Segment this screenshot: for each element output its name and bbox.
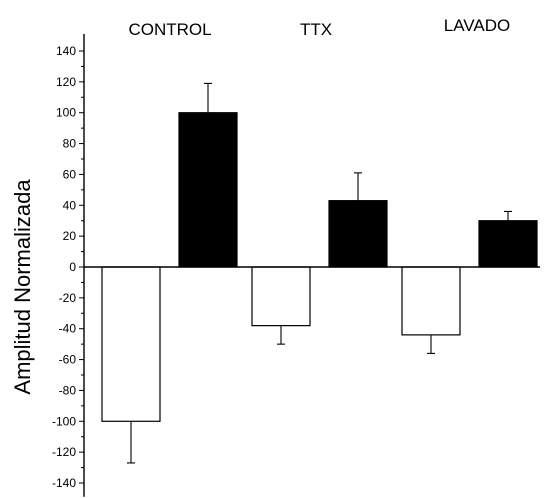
bar-lavado-open bbox=[401, 266, 461, 336]
y-tick-label: -40 bbox=[59, 322, 77, 336]
y-tick-label: 40 bbox=[63, 198, 77, 212]
category-label: CONTROL bbox=[128, 20, 211, 39]
y-tick-label: -140 bbox=[52, 476, 76, 490]
y-axis-title: Amplitud Normalizada bbox=[10, 179, 35, 395]
bars bbox=[101, 112, 538, 422]
category-labels: CONTROL TTX LAVADO bbox=[128, 16, 510, 39]
y-axis-ticks: -140 -120 -100 -80 -60 -40 -20 0 20 40 60 80 100 120 1… bbox=[52, 44, 84, 490]
y-tick-label: 20 bbox=[63, 229, 77, 243]
y-tick-label: 140 bbox=[56, 44, 76, 58]
y-tick-label: -20 bbox=[59, 291, 77, 305]
bar-control-open bbox=[101, 266, 161, 422]
y-tick-label: 60 bbox=[63, 167, 77, 181]
y-tick-label: -80 bbox=[59, 383, 77, 397]
category-label: TTX bbox=[300, 20, 332, 39]
bar-control-filled bbox=[178, 112, 238, 268]
y-tick-label: -120 bbox=[52, 445, 76, 459]
bar-ttx-open bbox=[251, 266, 311, 327]
y-tick-label: -60 bbox=[59, 353, 77, 367]
category-label: LAVADO bbox=[444, 16, 510, 35]
y-tick-label: 120 bbox=[56, 75, 76, 89]
y-tick-label: 80 bbox=[63, 137, 77, 151]
y-tick-label: 0 bbox=[69, 260, 76, 274]
bar-ttx-filled bbox=[328, 200, 388, 268]
y-tick-label: 100 bbox=[56, 106, 76, 120]
y-tick-label: -100 bbox=[52, 414, 76, 428]
error-bars bbox=[127, 82, 512, 464]
bar-lavado-filled bbox=[478, 220, 538, 268]
